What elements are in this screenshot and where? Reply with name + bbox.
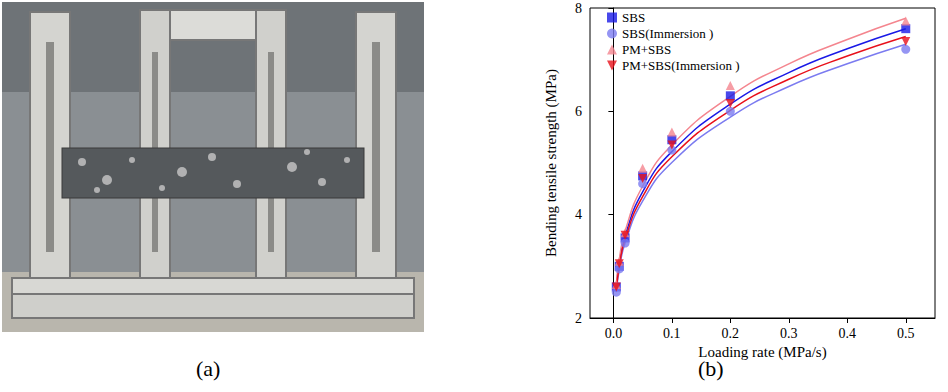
html-text:(a): (a) xyxy=(196,356,221,381)
html-text:(b): (b) xyxy=(698,356,724,381)
svg-text:4: 4 xyxy=(575,207,582,222)
svg-text:0.3: 0.3 xyxy=(780,326,798,341)
svg-text:6: 6 xyxy=(575,104,582,119)
svg-text:0.4: 0.4 xyxy=(839,326,857,341)
svg-text:PM+SBS: PM+SBS xyxy=(622,42,671,57)
svg-text:0.2: 0.2 xyxy=(722,326,740,341)
svg-text:PM+SBS(Immersion ): PM+SBS(Immersion ) xyxy=(622,58,739,73)
svg-text:0.0: 0.0 xyxy=(605,326,623,341)
svg-text:Loading rate (MPa/s): Loading rate (MPa/s) xyxy=(698,344,826,361)
svg-text:2: 2 xyxy=(575,311,582,326)
svg-text:0.1: 0.1 xyxy=(663,326,681,341)
svg-text:8: 8 xyxy=(575,1,582,16)
svg-text:0.5: 0.5 xyxy=(897,326,915,341)
svg-text:SBS(Immersion ): SBS(Immersion ) xyxy=(622,26,713,41)
svg-text:Bending tensile strength (MPa): Bending tensile strength (MPa) xyxy=(543,69,560,257)
svg-text:SBS: SBS xyxy=(622,10,645,25)
